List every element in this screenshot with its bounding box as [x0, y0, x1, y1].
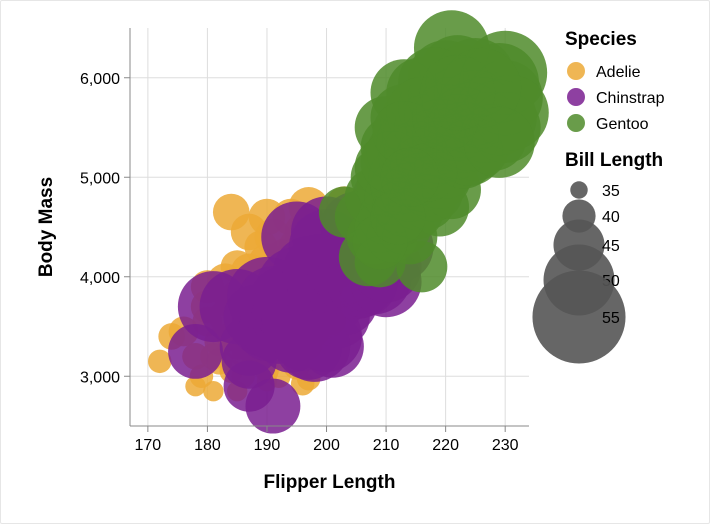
axes [129, 28, 529, 427]
legend-swatch-gentoo [567, 114, 585, 132]
x-tick-label: 200 [313, 437, 340, 454]
x-tick-label: 170 [135, 437, 162, 454]
legend: Species Adelie Chinstrap Gentoo Bill Lengt… [532, 29, 665, 364]
data-point-gentoo [396, 241, 448, 293]
x-tick-label: 180 [194, 437, 221, 454]
legend-size-label: 55 [602, 310, 620, 327]
x-tick-label: 190 [254, 437, 281, 454]
legend-bill-length-title: Bill Length [565, 150, 663, 171]
data-point-gentoo [463, 106, 535, 178]
legend-size-label: 40 [602, 209, 620, 226]
x-tick-label: 230 [492, 437, 519, 454]
legend-swatch-adelie [567, 62, 585, 80]
y-tick-label: 3,000 [80, 369, 120, 386]
y-axis-title: Body Mass [36, 177, 57, 277]
data-point-gentoo [419, 55, 496, 131]
ticks: 170 180 190 200 210 220 230 3,000 4,000 5,000 6,00… [80, 71, 519, 454]
y-tick-label: 4,000 [80, 270, 120, 287]
scatter-marks [148, 10, 549, 434]
legend-label-adelie: Adelie [596, 64, 641, 81]
data-point-gentoo [380, 147, 440, 207]
y-tick-label: 6,000 [80, 71, 120, 88]
data-point-adelie [203, 380, 224, 402]
y-tick-label: 5,000 [80, 170, 120, 187]
x-tick-label: 210 [373, 437, 400, 454]
legend-size-swatch [532, 270, 626, 364]
legend-swatch-chinstrap [567, 88, 585, 106]
x-tick-label: 220 [432, 437, 459, 454]
legend-size-label: 45 [602, 238, 620, 255]
legend-species-items: Adelie Chinstrap Gentoo [567, 62, 665, 133]
legend-size-label: 35 [602, 183, 620, 200]
legend-species-title: Species [565, 29, 637, 50]
series-gentoo [318, 10, 549, 293]
data-point-chinstrap [279, 310, 351, 382]
legend-label-gentoo: Gentoo [596, 116, 649, 133]
data-point-chinstrap [245, 378, 301, 434]
x-axis-title: Flipper Length [264, 472, 396, 493]
data-point-adelie [148, 349, 172, 374]
legend-size-swatch [570, 181, 588, 199]
legend-label-chinstrap: Chinstrap [596, 90, 665, 107]
